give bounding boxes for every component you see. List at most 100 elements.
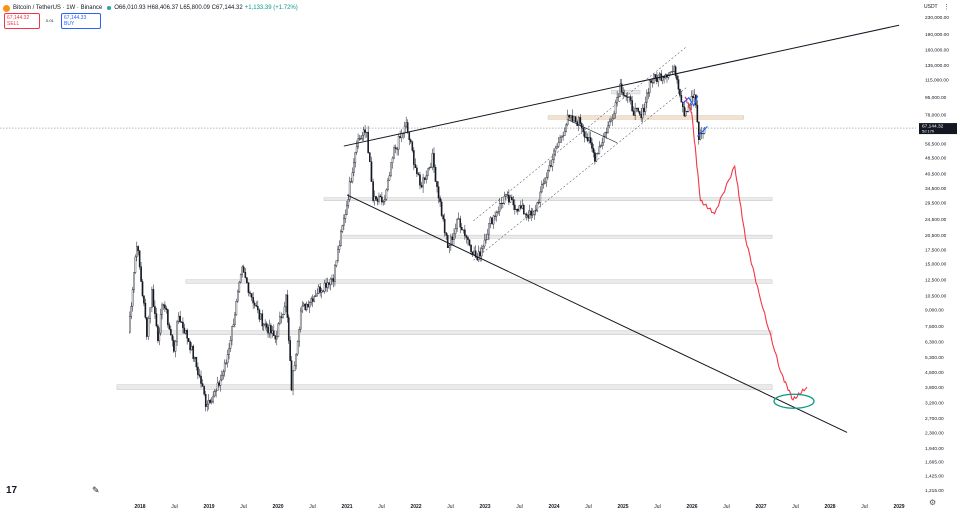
- candle-body: [632, 110, 635, 116]
- sell-label: SELL: [7, 21, 20, 27]
- symbol-title[interactable]: Bitcoin / TetherUS · 1W · Binance: [13, 5, 103, 11]
- candle-body: [159, 314, 162, 334]
- candle-body: [457, 218, 460, 220]
- candle-body: [437, 186, 440, 199]
- y-axis-label: 4,500.00: [925, 370, 944, 376]
- candle-body: [280, 316, 283, 318]
- candle-body: [598, 146, 601, 154]
- candle-body: [237, 291, 239, 302]
- candle-body: [626, 96, 629, 98]
- current-price-box[interactable]: [919, 123, 957, 135]
- y-axis-label: 230,000.00: [925, 15, 949, 21]
- candle-body: [416, 167, 418, 174]
- currency-label[interactable]: USDT: [924, 4, 938, 10]
- candle-body: [225, 362, 227, 364]
- projection-path[interactable]: [684, 96, 808, 401]
- candle-body: [268, 325, 271, 334]
- local-downtrend-line[interactable]: [567, 119, 618, 144]
- candle-body: [308, 302, 311, 308]
- candle-body: [228, 348, 230, 355]
- candle-body: [533, 210, 536, 215]
- candle-body: [559, 137, 561, 143]
- candle-body: [351, 172, 354, 182]
- candle-body: [176, 321, 178, 342]
- x-axis-label: Jul: [516, 504, 522, 510]
- candle-body: [518, 205, 521, 212]
- candle-body: [149, 307, 152, 319]
- candle-body: [141, 281, 144, 296]
- support-trendline[interactable]: [346, 194, 848, 433]
- candle-body: [314, 295, 317, 297]
- x-axis-label: 2028: [824, 504, 835, 510]
- x-axis-label: 2025: [617, 504, 628, 510]
- candle-body: [686, 110, 688, 112]
- candle-body: [638, 111, 641, 115]
- drawing-tool-icon[interactable]: ✎: [92, 485, 100, 495]
- candle-body: [530, 210, 533, 216]
- x-axis-label: Jul: [723, 504, 729, 510]
- candle-body: [387, 179, 389, 191]
- candle-body: [391, 157, 394, 163]
- candle-body: [547, 170, 549, 178]
- candle-body: [413, 150, 415, 165]
- y-axis-label: 48,500.00: [925, 155, 947, 161]
- y-axis-label: 40,500.00: [925, 172, 947, 178]
- candle-body: [565, 124, 567, 132]
- x-axis-label: 2021: [341, 504, 352, 510]
- candle-body: [542, 183, 545, 185]
- candle-body: [480, 248, 483, 257]
- candle-body: [394, 147, 397, 149]
- current-price-label: 67,144.32: [922, 124, 944, 130]
- candle-body: [171, 334, 174, 341]
- candle-body: [420, 184, 423, 188]
- candle-body: [619, 83, 622, 97]
- channel-lower-line[interactable]: [473, 87, 687, 261]
- buy-button[interactable]: 67,144.33 BUY: [61, 13, 101, 29]
- target-ellipse[interactable]: [773, 393, 815, 409]
- candle-body: [521, 205, 524, 209]
- candle-body: [360, 138, 362, 140]
- candle-body: [197, 366, 199, 375]
- candle-body: [486, 234, 489, 240]
- candle-body: [157, 325, 159, 342]
- candle-body: [454, 228, 457, 234]
- candle-body: [408, 132, 411, 141]
- candle-body: [514, 204, 516, 210]
- candle-body: [622, 92, 624, 96]
- y-axis-label: 29,500.00: [925, 200, 947, 206]
- candle-body: [595, 153, 598, 162]
- candle-body: [147, 318, 150, 337]
- candle-body: [554, 147, 557, 152]
- candle-body: [296, 340, 299, 355]
- candle-body: [353, 162, 355, 173]
- candle-body: [644, 102, 647, 112]
- candle-body: [474, 250, 477, 258]
- candle-body: [495, 212, 498, 217]
- candle-body: [608, 121, 611, 126]
- y-axis-label: 34,500.00: [925, 186, 947, 192]
- candle-body: [206, 403, 209, 407]
- candle-body: [693, 94, 696, 98]
- menu-icon[interactable]: ⋮: [943, 4, 950, 11]
- candle-body: [406, 122, 409, 133]
- blue-breakout-mark[interactable]: [697, 125, 708, 137]
- y-axis-label: 78,000.00: [925, 113, 947, 119]
- candle-body: [235, 301, 238, 316]
- candle-body: [631, 100, 633, 112]
- candle-body: [302, 303, 305, 307]
- candle-body: [509, 196, 512, 203]
- candle-body: [582, 127, 585, 132]
- tradingview-logo-icon[interactable]: 17: [6, 485, 18, 496]
- sell-price: 67,144.32: [7, 15, 30, 21]
- channel-upper-line[interactable]: [473, 46, 687, 222]
- sell-button[interactable]: 67,144.32 SELL: [4, 13, 40, 29]
- candle-body: [654, 74, 657, 78]
- blue-pattern-mark[interactable]: [682, 95, 699, 107]
- market-status-icon: [107, 6, 112, 10]
- candle-body: [154, 306, 156, 314]
- candle-body: [604, 132, 606, 137]
- gear-icon[interactable]: ⚙: [929, 498, 937, 507]
- resistance-trendline[interactable]: [343, 24, 900, 147]
